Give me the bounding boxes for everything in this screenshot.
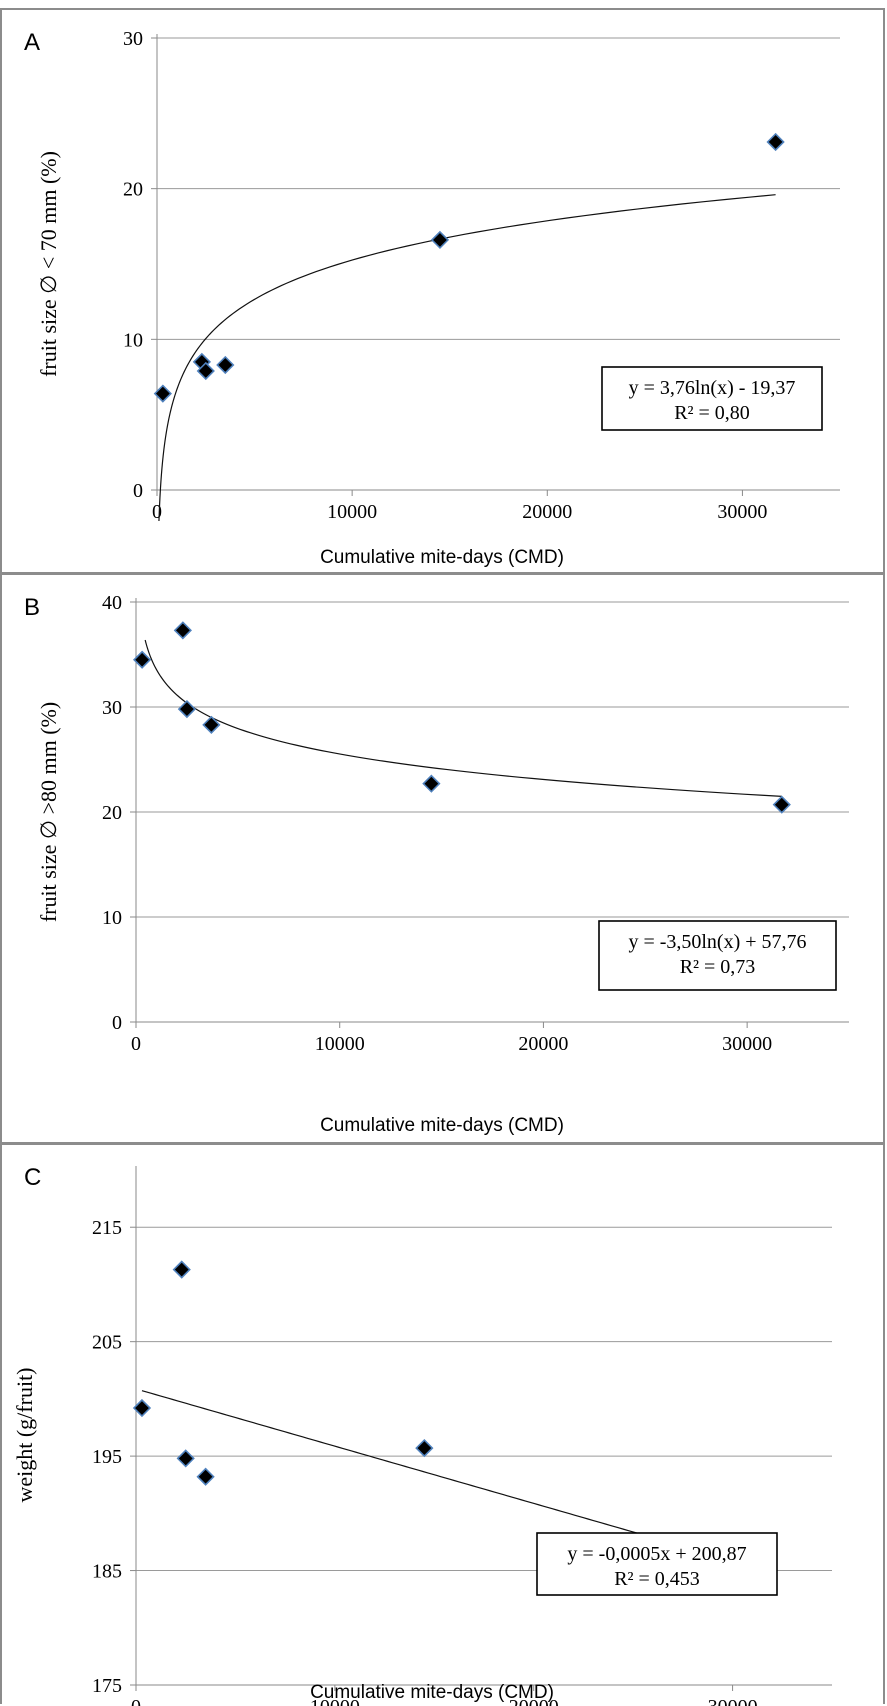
y-tick-label-2: 195 [92,1446,122,1468]
data-points [132,1260,776,1574]
y-axis-title: fruit size ∅ < 70 mm (%) [36,151,61,377]
data-points [153,132,785,403]
data-point-3 [202,715,221,734]
y-tick-label-0: 175 [92,1675,122,1697]
data-point-0 [132,650,152,669]
x-axis-title: Cumulative mite-days (CMD) [320,1115,564,1136]
y-tick-label-4: 215 [92,1217,122,1239]
data-point-2 [196,361,215,381]
x-tick-label-1: 10000 [327,501,377,523]
y-tick-label-4: 40 [102,592,122,614]
y-tick-label-0: 0 [112,1012,122,1034]
data-point-3 [196,1467,215,1486]
y-tick-label-1: 185 [92,1561,122,1583]
x-tick-label-3: 30000 [722,1033,772,1055]
x-tick-label-1: 10000 [310,1696,360,1706]
y-tick-label-0: 0 [133,480,143,502]
y-tick-label-2: 20 [123,179,143,201]
data-point-4 [430,230,450,250]
x-tick-label-0: 0 [152,501,162,523]
y-tick-label-1: 10 [123,329,143,351]
equation-box [536,1532,778,1596]
x-axis-title: Cumulative mite-days (CMD) [320,547,564,568]
x-tick-label-3: 30000 [717,501,767,523]
equation-box [601,366,823,431]
x-tick-label-3: 30000 [708,1696,758,1706]
data-point-0 [132,1398,152,1418]
x-tick-label-0: 0 [131,1033,141,1055]
x-tick-label-2: 20000 [509,1696,559,1706]
y-tick-label-1: 10 [102,907,122,929]
x-tick-label-1: 10000 [315,1033,365,1055]
equation-text: y = 3,76ln(x) - 19,37 [629,377,796,399]
gridlines [157,37,840,340]
data-points [132,621,791,814]
data-point-4 [415,1438,434,1458]
x-tick-label-2: 20000 [522,501,572,523]
equation-text: y = -3,50ln(x) + 57,76 [628,931,806,953]
data-point-5 [766,132,785,152]
x-tick-label-2: 20000 [518,1033,568,1055]
data-point-5 [772,795,791,814]
data-point-4 [422,774,441,793]
data-point-2 [176,1449,195,1468]
y-tick-label-2: 20 [102,802,122,824]
equation-text: y = -0,0005x + 200,87 [567,1543,746,1565]
data-point-1 [173,621,192,640]
panel-letter: C [24,1164,41,1191]
r-squared-text: R² = 0,80 [674,402,750,424]
equation-box [598,920,837,991]
gridlines [136,601,849,918]
y-tick-label-3: 30 [123,28,143,50]
trendline [158,194,776,521]
x-tick-label-0: 0 [131,1696,141,1706]
panel-letter: B [24,594,40,621]
gridlines [136,1226,832,1572]
y-axis-title: fruit size ∅ >80 mm (%) [36,702,61,922]
y-tick-label-3: 30 [102,697,122,719]
data-point-1 [172,1260,191,1279]
r-squared-text: R² = 0,73 [680,956,756,978]
r-squared-text: R² = 0,453 [614,1568,700,1590]
data-point-2 [177,699,197,719]
y-tick-label-3: 205 [92,1332,122,1354]
data-point-3 [216,355,235,375]
trendline [144,639,782,797]
data-point-0 [153,384,172,403]
y-axis-title: weight (g/fruit) [12,1367,37,1502]
x-axis-title: Cumulative mite-days (CMD) [310,1682,554,1703]
panel-letter: A [24,29,40,56]
